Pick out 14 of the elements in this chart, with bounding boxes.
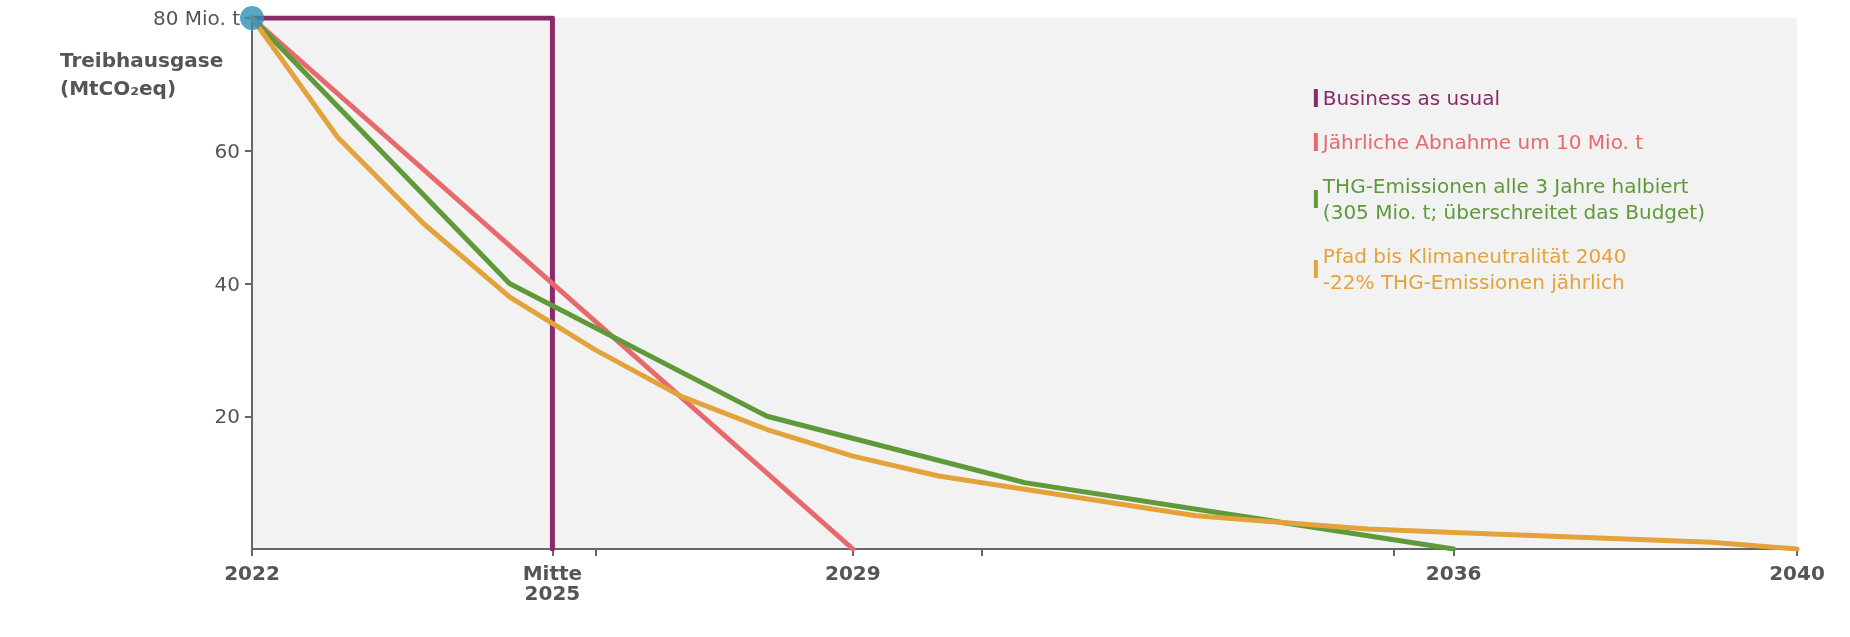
y-tick-label: 80 Mio. t (152, 6, 241, 30)
legend-label: Jährliche Abnahme um 10 Mio. t (1320, 130, 1644, 154)
y-tick-label: 20 (214, 404, 240, 429)
y-tick-label: 60 (214, 138, 240, 163)
x-tick-label: 2029 (825, 561, 881, 585)
legend-label: THG-Emissionen alle 3 Jahre halbiert (305 Mio. t; überschreitet das Budget) (1321, 174, 1706, 224)
y-tick-label: 40 (214, 271, 240, 296)
x-tick-label: 2036 (1425, 561, 1482, 585)
x-tick-label: 2040 (1769, 561, 1825, 585)
legend-label: Pfad bis Klimaneutralität 2040 -22% THG-Emissionen jährlich (1322, 244, 1627, 294)
x-tick-label: Mitte 2025 (522, 561, 583, 605)
x-tick-label: 2022 (224, 561, 280, 585)
legend-label: Business as usual (1322, 86, 1501, 110)
y-axis-title: Treibhausgase (MtCO₂eq) (60, 48, 231, 100)
